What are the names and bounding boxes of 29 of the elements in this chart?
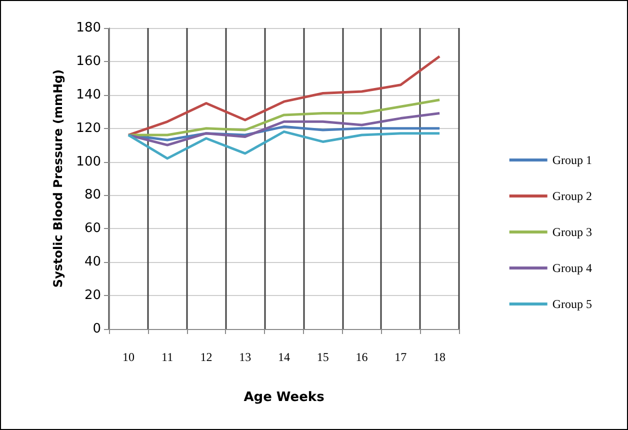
legend-label: Group 1 xyxy=(552,153,592,167)
x-tick-label: 14 xyxy=(278,350,290,364)
x-tick-label: 13 xyxy=(239,350,252,364)
y-tick-label: 120 xyxy=(76,120,101,136)
x-tick-label: 10 xyxy=(122,350,134,364)
y-tick-label: 80 xyxy=(84,188,101,203)
y-axis-title: Systolic Blood Pressure (mmHg) xyxy=(51,69,65,288)
x-tick-label: 15 xyxy=(316,350,329,364)
x-tick-label: 11 xyxy=(162,350,174,364)
x-axis-title: Age Weeks xyxy=(244,390,325,405)
line-series xyxy=(127,112,441,146)
legend-label: Group 3 xyxy=(552,225,592,239)
x-tick-label: 16 xyxy=(356,350,368,364)
y-tick-label: 160 xyxy=(76,54,101,69)
x-tick-label: 18 xyxy=(434,350,446,364)
y-tick-label: 60 xyxy=(84,221,101,236)
y-tick-label: 40 xyxy=(84,254,101,270)
y-tick-label: 20 xyxy=(84,288,101,304)
line-series xyxy=(127,130,441,160)
legend-label: Group 2 xyxy=(552,189,592,203)
y-tick-label: 100 xyxy=(76,154,101,170)
x-tick-label: 12 xyxy=(200,350,212,364)
legend-label: Group 4 xyxy=(552,261,592,275)
legend-label: Group 5 xyxy=(552,297,592,311)
y-tick-label: 0 xyxy=(92,322,101,336)
y-tick-label: 180 xyxy=(76,20,101,36)
y-tick-label: 140 xyxy=(76,87,101,102)
line-series xyxy=(127,55,441,136)
x-tick-label: 17 xyxy=(394,350,407,364)
